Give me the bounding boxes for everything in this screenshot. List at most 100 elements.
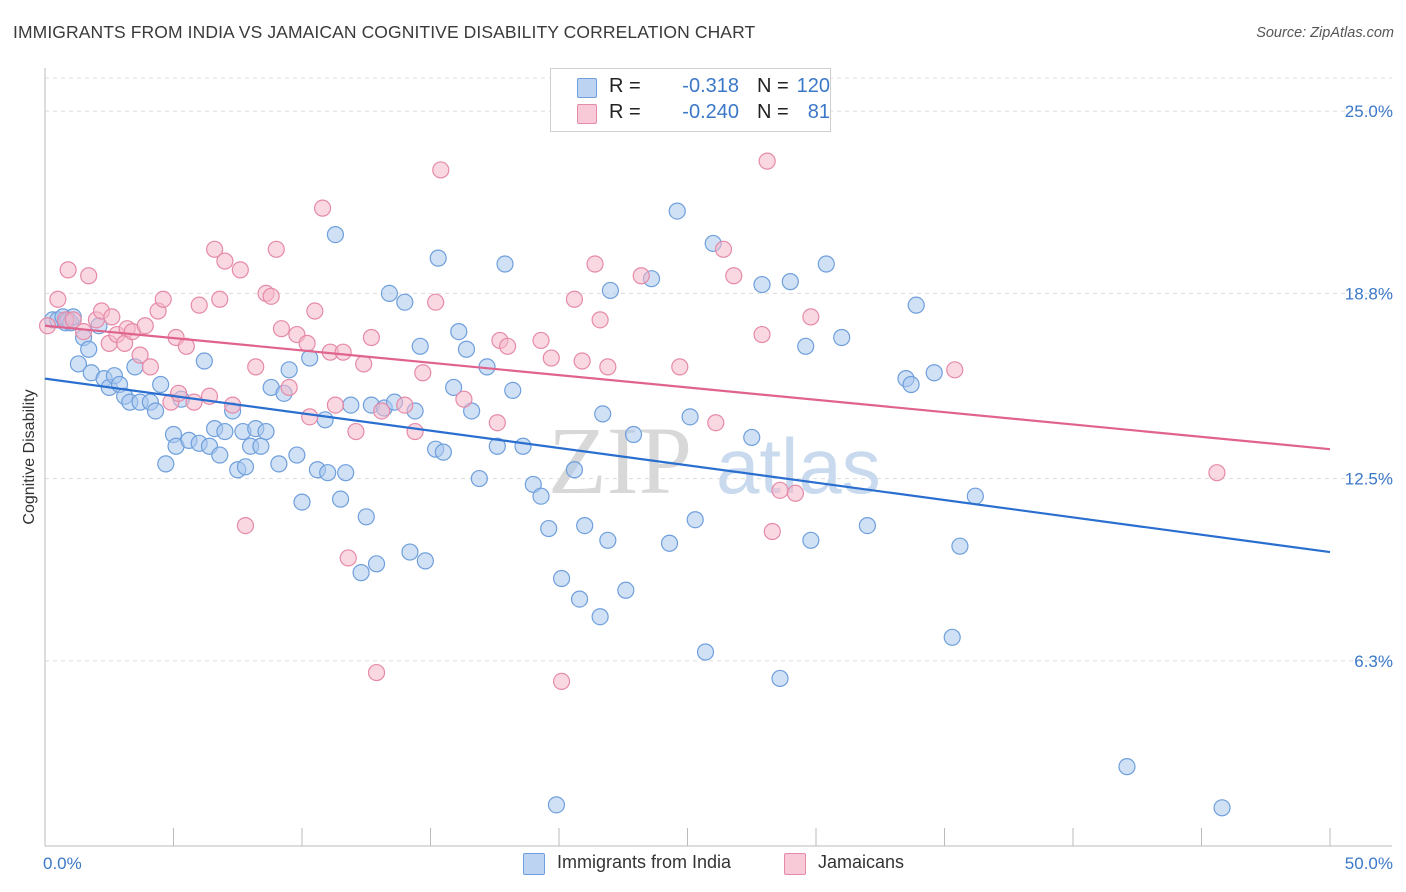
watermark-zip: ZIP [548,407,692,514]
jamaica-point [190,296,208,314]
india-point [488,437,506,455]
india-point [434,443,452,461]
india-point [681,408,699,426]
jamaica-point [367,663,386,682]
jamaica-point [347,422,365,441]
india-point [316,411,334,429]
india-point [660,534,679,552]
india-point [257,422,275,441]
y-tick-label: 25.0% [1345,102,1393,121]
india-point [817,255,835,273]
india-point [532,487,550,505]
india-point [357,508,375,526]
tick-labels: 6.3% 12.5% 18.8% 25.0% [1345,102,1393,671]
legend-r-label: R = [609,101,641,123]
jamaica-point [362,328,380,347]
jamaica-point [272,320,291,338]
india-point [80,340,98,358]
india-point [396,293,414,311]
india-point [902,375,920,394]
india-point [411,337,429,355]
india-point [352,564,370,582]
y-axis-label: Cognitive Disability [21,389,38,524]
jamaica-point [802,308,820,326]
jamaica-point [671,358,689,376]
jamaica-point [707,414,725,432]
india-point [858,517,877,535]
india-trend-line [44,377,1331,554]
legend-n-value: 81 [807,101,830,123]
india-point [771,669,789,688]
legend-r-value: -0.240 [682,101,739,123]
jamaica-point [542,349,560,367]
y-tick-label: 18.8% [1345,284,1393,303]
jamaica-point [339,549,357,567]
india-point [157,455,175,473]
india-point [337,464,355,482]
india-point [1213,799,1231,817]
jamaica-swatch [577,104,597,124]
jamaica-point [591,311,609,329]
india-point [367,555,386,573]
jamaica-point [763,522,781,541]
india-point [599,531,617,549]
jamaica-point [573,352,591,370]
jamaica-point [552,672,571,690]
india-point [802,531,820,549]
india-point [504,381,522,399]
india-point [380,284,398,302]
india-point [696,643,715,661]
jamaica-point [262,287,280,305]
india-point [591,608,609,626]
india-point [326,226,345,244]
correlation-legend: R = -0.318 N = 120 R = -0.240 N = 81 [550,68,831,132]
india-swatch [577,78,597,98]
jamaica-point [280,378,298,397]
jamaica-point [396,396,414,414]
jamaica-point [753,325,771,344]
india-point [470,469,488,488]
india-point [951,537,969,555]
jamaica-point [80,267,98,285]
jamaica-point [632,267,650,285]
india-point [331,490,350,508]
jamaica-legend-label: Jamaicans [818,852,905,872]
jamaica-point [946,361,964,379]
india-point [288,446,306,464]
india-point [293,493,311,511]
india-point [236,458,255,476]
legend-n-value: 120 [796,75,830,97]
india-point [401,543,419,561]
india-point [450,323,468,341]
jamaica-point [185,393,203,411]
jamaica-point [499,337,517,355]
jamaica-point [532,331,550,350]
india-point [925,364,943,382]
jamaica-point [74,323,93,341]
legend-r-value: -0.318 [682,75,739,97]
jamaica-point [432,161,450,179]
jamaica-point [131,346,149,364]
jamaica-point [306,302,324,320]
jamaica-point [786,484,805,502]
india-point [270,455,288,473]
india-point [668,202,686,220]
india-point [252,437,270,455]
trend-lines [44,324,1331,554]
india-point [753,275,771,294]
source-label: Source: ZipAtlas.com [1256,25,1394,41]
jamaica-point [373,402,391,420]
jamaica-point [586,255,604,273]
jamaica-point [414,364,432,382]
india-point [195,352,213,370]
india-point [907,296,925,314]
chart-title: IMMIGRANTS FROM INDIA VS JAMAICAN COGNIT… [13,22,756,42]
legend-n-label: N = [757,101,789,123]
jamaica-point [141,358,159,376]
india-point [686,511,704,529]
jamaica-point [170,384,188,402]
india-legend-label: Immigrants from India [557,852,732,872]
jamaica-point [247,358,265,376]
y-tick-label: 12.5% [1345,470,1393,489]
